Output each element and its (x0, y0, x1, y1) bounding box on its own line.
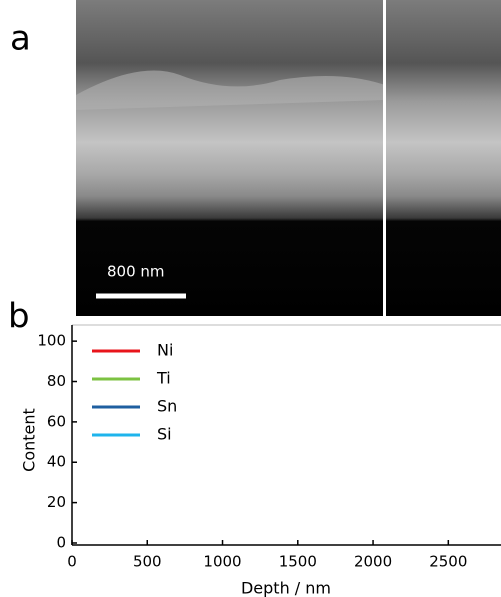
x-tick-label: 1000 (203, 553, 241, 571)
figure: 800 nm a b Depth / nm Content 0 20 40 60 80 1… (0, 0, 501, 597)
panel-label: a (10, 19, 31, 59)
x-tick-label: 2000 (354, 553, 392, 571)
legend-label: Si (157, 425, 172, 444)
x-tick-label: 0 (67, 553, 77, 571)
legend-label: Ti (156, 369, 171, 388)
y-tick-label: 80 (47, 372, 66, 390)
y-tick-label: 100 (37, 332, 66, 350)
x-tick-label: 1500 (279, 553, 317, 571)
y-tick-label: 0 (56, 533, 66, 551)
x-tick-label: 500 (133, 553, 162, 571)
panel-label: b (8, 297, 30, 337)
scale-bar-label: 800 nm (107, 263, 165, 281)
y-tick-label: 60 (47, 412, 66, 430)
y-tick-label: 20 (47, 493, 66, 511)
y-tick-label: 40 (47, 453, 66, 471)
x-tick-label: 2500 (429, 553, 467, 571)
sem-image: 800 nm (76, 0, 501, 325)
y-axis-label: Content (20, 408, 39, 472)
image-divider (383, 0, 386, 325)
legend-label: Sn (157, 397, 177, 416)
x-axis-label: Depth / nm (241, 579, 331, 597)
legend-label: Ni (157, 341, 173, 360)
